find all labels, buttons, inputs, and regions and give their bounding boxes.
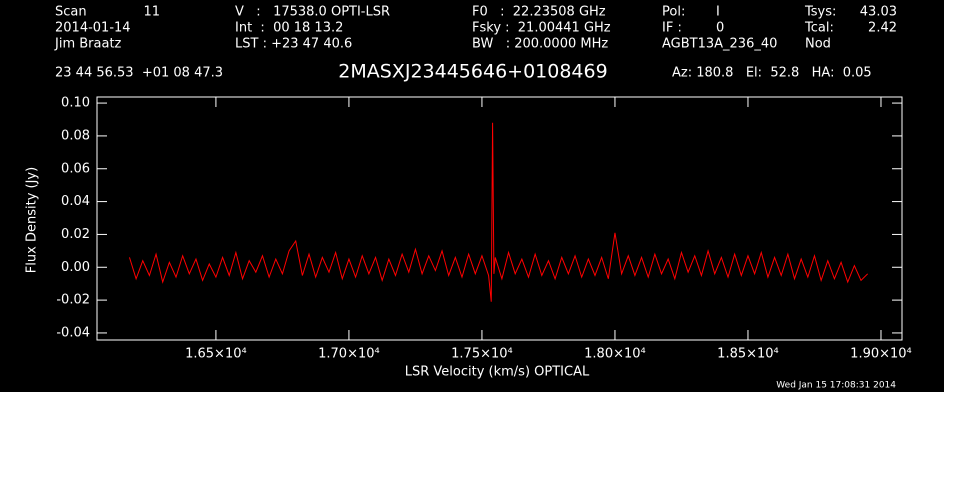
- header-text: Fsky : 21.00441 GHz: [472, 21, 611, 36]
- y-tick-label: 0.00: [61, 260, 90, 275]
- header-text: 2.42: [868, 21, 897, 36]
- header-text: F0 : 22.23508 GHz: [472, 5, 606, 20]
- header-text: Tcal:: [804, 21, 834, 36]
- chart-title: 2MASXJ23445646+0108469: [338, 61, 607, 83]
- header-text: IF :: [662, 21, 682, 36]
- header-text: V : 17538.0 OPTI-LSR: [235, 5, 390, 20]
- header-text: I: [716, 5, 720, 20]
- timestamp: Wed Jan 15 17:08:31 2014: [776, 381, 896, 391]
- header-text: BW : 200.0000 MHz: [472, 37, 608, 52]
- header-text: 0: [716, 21, 724, 36]
- y-axis-label: Flux Density (Jy): [25, 167, 40, 273]
- x-tick-label: 1.90×10⁴: [850, 347, 912, 362]
- header-text: Az: 180.8 El: 52.8 HA: 0.05: [672, 66, 872, 81]
- header-text: 23 44 56.53 +01 08 47.3: [55, 66, 223, 81]
- x-tick-label: 1.70×10⁴: [318, 347, 380, 362]
- header-text: Nod: [805, 37, 831, 52]
- header-text: 2014-01-14: [55, 21, 131, 36]
- y-tick-label: 0.06: [61, 161, 90, 176]
- header-text: Scan: [55, 5, 87, 20]
- y-tick-label: -0.02: [56, 293, 90, 308]
- header-text: LST : +23 47 40.6: [235, 37, 352, 52]
- x-tick-label: 1.65×10⁴: [185, 347, 247, 362]
- y-tick-label: 0.02: [61, 227, 90, 242]
- y-tick-label: 0.10: [61, 96, 90, 111]
- header-text: 43.03: [860, 5, 897, 20]
- header-text: Jim Braatz: [54, 37, 122, 52]
- x-tick-label: 1.75×10⁴: [451, 347, 513, 362]
- plot-background: [0, 0, 944, 392]
- x-tick-label: 1.85×10⁴: [717, 347, 779, 362]
- y-tick-label: 0.04: [61, 194, 90, 209]
- spectrum-line: [128, 122, 869, 302]
- x-tick-label: 1.80×10⁴: [584, 347, 646, 362]
- y-tick-label: -0.04: [56, 325, 90, 340]
- x-axis-label: LSR Velocity (km/s) OPTICAL: [405, 365, 590, 380]
- header-text: 11: [143, 5, 160, 20]
- header-text: Int : 00 18 13.2: [235, 21, 343, 36]
- header-text: Tsys:: [804, 5, 836, 20]
- y-tick-label: 0.08: [61, 128, 90, 143]
- plot-frame: [96, 96, 903, 341]
- header-text: Pol:: [662, 5, 685, 20]
- header-text: AGBT13A_236_40: [662, 37, 777, 52]
